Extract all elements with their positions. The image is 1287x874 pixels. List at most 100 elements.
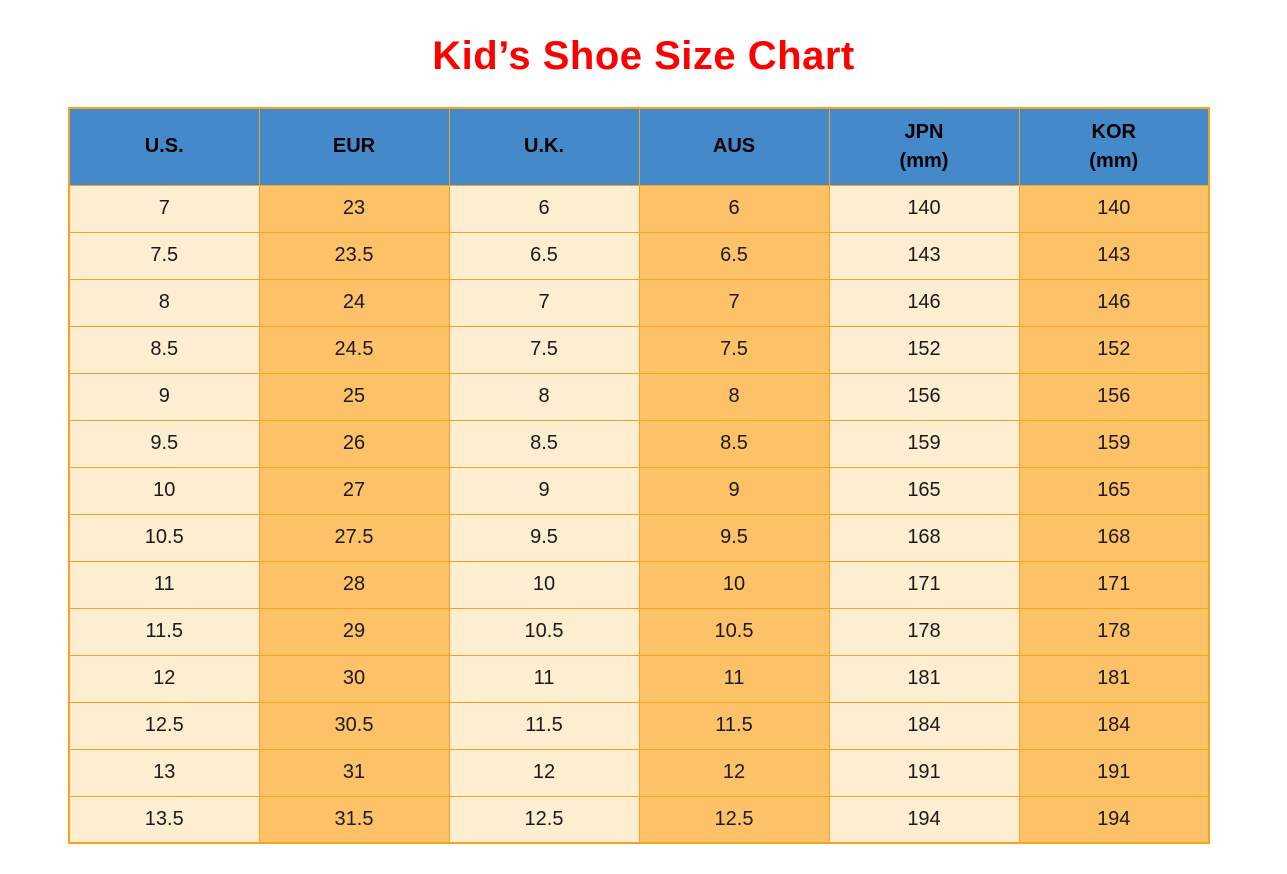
cell-kor: 168 (1018, 513, 1210, 562)
cell-eur: 24 (258, 278, 450, 327)
cell-u-s: 8 (68, 278, 260, 327)
cell-u-s: 10 (68, 466, 260, 515)
cell-kor: 171 (1018, 560, 1210, 609)
cell-u-s: 13.5 (68, 795, 260, 844)
cell-u-s: 11.5 (68, 607, 260, 656)
cell-aus: 11.5 (638, 701, 830, 750)
shoe-size-table: U.S. EUR U.K. AUS JPN (mm) KOR (mm) 7 23 6 6 140 140… (68, 107, 1210, 844)
cell-aus: 9.5 (638, 513, 830, 562)
column-label: EUR (332, 135, 376, 158)
cell-aus: 10 (638, 560, 830, 609)
cell-u-s: 7 (68, 184, 260, 233)
cell-u-s: 12.5 (68, 701, 260, 750)
cell-aus: 8 (638, 372, 830, 421)
column-sublabel: (mm) (899, 149, 949, 172)
cell-eur: 25 (258, 372, 450, 421)
cell-u-k: 8 (448, 372, 640, 421)
cell-aus: 7.5 (638, 325, 830, 374)
cell-u-s: 8.5 (68, 325, 260, 374)
cell-u-k: 9.5 (448, 513, 640, 562)
table-row: 12.5 30.5 11.5 11.5 184 184 (68, 701, 1210, 750)
cell-u-k: 6 (448, 184, 640, 233)
column-label: U.S. (144, 135, 184, 158)
cell-aus: 10.5 (638, 607, 830, 656)
cell-eur: 31 (258, 748, 450, 797)
cell-jpn: 156 (828, 372, 1020, 421)
column-label: AUS (712, 135, 756, 158)
cell-jpn: 159 (828, 419, 1020, 468)
cell-jpn: 168 (828, 513, 1020, 562)
cell-u-k: 7 (448, 278, 640, 327)
column-header-u-k: U.K. (448, 107, 640, 186)
cell-kor: 143 (1018, 231, 1210, 280)
cell-jpn: 152 (828, 325, 1020, 374)
table-row: 8 24 7 7 146 146 (68, 278, 1210, 327)
page-title: Kid’s Shoe Size Chart (432, 34, 855, 78)
cell-aus: 7 (638, 278, 830, 327)
cell-eur: 29 (258, 607, 450, 656)
column-header-aus: AUS (638, 107, 830, 186)
column-header-jpn: JPN (mm) (828, 107, 1020, 186)
column-label: JPN (904, 120, 944, 143)
cell-u-s: 7.5 (68, 231, 260, 280)
cell-kor: 152 (1018, 325, 1210, 374)
column-label: U.K. (524, 135, 564, 158)
cell-eur: 23.5 (258, 231, 450, 280)
table-row: 10.5 27.5 9.5 9.5 168 168 (68, 513, 1210, 562)
cell-u-k: 8.5 (448, 419, 640, 468)
cell-kor: 194 (1018, 795, 1210, 844)
cell-jpn: 146 (828, 278, 1020, 327)
cell-u-k: 10.5 (448, 607, 640, 656)
cell-kor: 156 (1018, 372, 1210, 421)
cell-jpn: 165 (828, 466, 1020, 515)
cell-u-k: 7.5 (448, 325, 640, 374)
header-row: U.S. EUR U.K. AUS JPN (mm) KOR (mm) (68, 107, 1210, 186)
cell-u-k: 10 (448, 560, 640, 609)
cell-u-k: 11 (448, 654, 640, 703)
cell-eur: 27 (258, 466, 450, 515)
cell-jpn: 191 (828, 748, 1020, 797)
cell-kor: 165 (1018, 466, 1210, 515)
table-row: 9 25 8 8 156 156 (68, 372, 1210, 421)
table-row: 8.5 24.5 7.5 7.5 152 152 (68, 325, 1210, 374)
cell-aus: 6.5 (638, 231, 830, 280)
cell-aus: 6 (638, 184, 830, 233)
cell-u-k: 12 (448, 748, 640, 797)
cell-u-k: 6.5 (448, 231, 640, 280)
table-row: 7 23 6 6 140 140 (68, 184, 1210, 233)
cell-jpn: 178 (828, 607, 1020, 656)
cell-eur: 31.5 (258, 795, 450, 844)
table-row: 11 28 10 10 171 171 (68, 560, 1210, 609)
cell-eur: 30.5 (258, 701, 450, 750)
table-row: 11.5 29 10.5 10.5 178 178 (68, 607, 1210, 656)
cell-u-k: 11.5 (448, 701, 640, 750)
cell-u-s: 11 (68, 560, 260, 609)
cell-kor: 181 (1018, 654, 1210, 703)
cell-kor: 191 (1018, 748, 1210, 797)
table-row: 9.5 26 8.5 8.5 159 159 (68, 419, 1210, 468)
cell-jpn: 194 (828, 795, 1020, 844)
table-row: 13.5 31.5 12.5 12.5 194 194 (68, 795, 1210, 844)
cell-u-s: 9 (68, 372, 260, 421)
cell-eur: 27.5 (258, 513, 450, 562)
cell-kor: 146 (1018, 278, 1210, 327)
cell-aus: 9 (638, 466, 830, 515)
column-sublabel: (mm) (1089, 149, 1139, 172)
cell-kor: 159 (1018, 419, 1210, 468)
cell-eur: 23 (258, 184, 450, 233)
cell-aus: 12.5 (638, 795, 830, 844)
column-header-eur: EUR (258, 107, 450, 186)
cell-eur: 24.5 (258, 325, 450, 374)
cell-aus: 12 (638, 748, 830, 797)
cell-jpn: 143 (828, 231, 1020, 280)
table-row: 12 30 11 11 181 181 (68, 654, 1210, 703)
cell-u-k: 12.5 (448, 795, 640, 844)
cell-u-s: 12 (68, 654, 260, 703)
cell-jpn: 181 (828, 654, 1020, 703)
table-row: 10 27 9 9 165 165 (68, 466, 1210, 515)
cell-jpn: 184 (828, 701, 1020, 750)
cell-u-s: 10.5 (68, 513, 260, 562)
cell-u-s: 13 (68, 748, 260, 797)
cell-jpn: 171 (828, 560, 1020, 609)
